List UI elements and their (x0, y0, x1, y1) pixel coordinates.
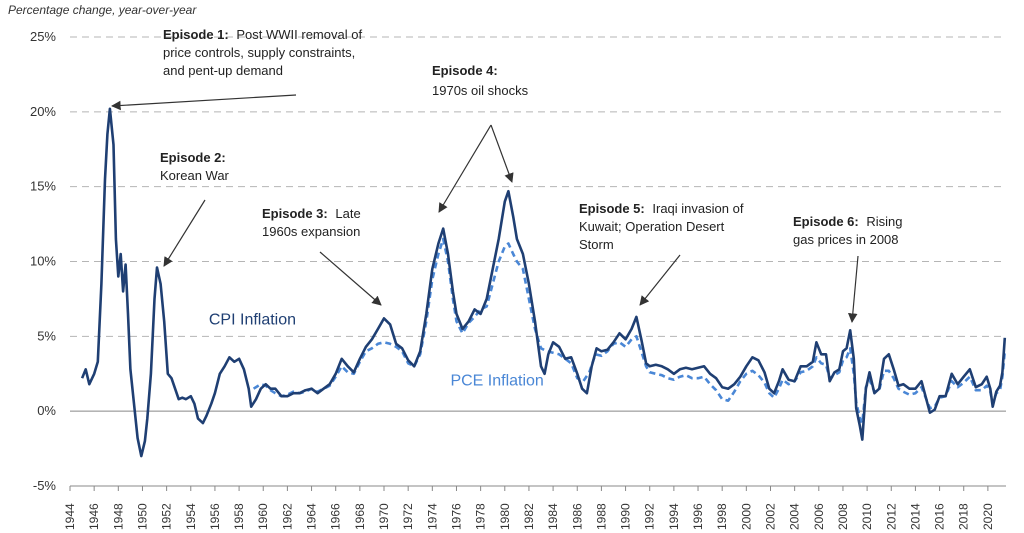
y-tick-label: 25% (30, 29, 56, 44)
y-tick-labels: -5% 0% 5% 10% 15% 20% 25% (30, 29, 56, 493)
x-tick-label: 1956 (208, 503, 222, 530)
x-tick-label: 1944 (63, 503, 77, 530)
annotation-arrows (111, 94, 859, 323)
x-tick-label: 2010 (860, 503, 874, 530)
y-tick-label: 15% (30, 179, 56, 194)
cpi-inflation-line (80, 107, 1007, 458)
x-tick-label: 1964 (305, 503, 319, 530)
episode-6-arrow (848, 255, 859, 323)
x-tick-label: 1992 (643, 503, 657, 530)
x-tick-label: 1970 (377, 503, 391, 530)
episode-4-arrow-b (490, 124, 514, 183)
x-tick-label: 2002 (763, 503, 777, 530)
episode-2-line-1: Korean War (160, 168, 230, 183)
episode-5-line-1: Iraqi invasion of (652, 201, 743, 216)
episode-2-annotation: Episode 2: Korean War (160, 150, 230, 183)
episode-6-line-1: Rising (866, 214, 902, 229)
episode-5-line-3: Storm (579, 237, 614, 252)
episode-5-annotation: Episode 5: Iraqi invasion of Kuwait; Ope… (579, 201, 747, 252)
y-tick-label: 0% (37, 403, 56, 418)
x-tick-label: 1986 (570, 503, 584, 530)
x-tick-label: 1994 (667, 503, 681, 530)
x-axis: 1944 1946 1948 1950 1952 1954 1956 1958 1960 1962… (63, 410, 1006, 530)
y-tick-label: 5% (37, 328, 56, 343)
x-tick-label: 2016 (933, 503, 947, 530)
pce-inflation-label: PCE Inflation (450, 373, 543, 390)
episode-2-title: Episode 2: (160, 150, 226, 165)
x-tick-label: 2012 (884, 503, 898, 530)
x-tick-label: 1966 (329, 503, 343, 530)
episode-3-arrow (319, 251, 382, 306)
episode-5-title: Episode 5: (579, 201, 645, 216)
episode-4-title: Episode 4: (432, 63, 498, 78)
x-tick-label: 1946 (87, 503, 101, 530)
episode-4-annotation: Episode 4: 1970s oil shocks (432, 63, 529, 98)
gridlines (70, 36, 1006, 487)
episode-6-annotation: Episode 6: Rising gas prices in 2008 (793, 214, 906, 247)
x-tick-label: 1972 (401, 503, 415, 530)
episode-1-title: Episode 1: (163, 27, 229, 42)
x-tick-label: 1954 (184, 503, 198, 530)
x-tick-label: 1978 (474, 503, 488, 530)
series-lines (80, 107, 1007, 458)
x-tick-label: 1948 (111, 503, 125, 530)
x-tick-label: 1990 (619, 503, 633, 530)
x-tick-label: 1974 (425, 503, 439, 530)
series-labels: CPI Inflation PCE Inflation (209, 311, 544, 389)
episode-1-line-3: and pent-up demand (163, 63, 283, 78)
x-tick-label: 2008 (836, 503, 850, 530)
episode-5-line-2: Kuwait; Operation Desert (579, 219, 725, 234)
x-tick-label: 2018 (957, 503, 971, 530)
x-tick-label: 1980 (498, 503, 512, 530)
x-tick-label: 1982 (522, 503, 536, 530)
x-tick-label: 1998 (715, 503, 729, 530)
episode-3-annotation: Episode 3: Late 1960s expansion (262, 206, 364, 239)
episode-1-line-1: Post WWII removal of (236, 27, 362, 42)
episode-4-arrow-a (438, 124, 492, 213)
x-tick-label: 1950 (135, 503, 149, 530)
x-tick-label: 1960 (256, 503, 270, 530)
y-tick-label: 10% (30, 254, 56, 269)
x-tick-label: 1996 (691, 503, 705, 530)
episode-2-arrow (163, 199, 206, 267)
x-tick-label: 1968 (353, 503, 367, 530)
x-tick-label: 2004 (788, 503, 802, 530)
x-tick-label: 1984 (546, 503, 560, 530)
episode-3-line-1: Late (335, 206, 360, 221)
x-tick-label: 2006 (812, 503, 826, 530)
episode-6-title: Episode 6: (793, 214, 859, 229)
x-tick-label: 2014 (908, 503, 922, 530)
cpi-inflation-label: CPI Inflation (209, 311, 296, 328)
x-tick-label: 1976 (449, 503, 463, 530)
episode-1-annotation: Episode 1: Post WWII removal of price co… (163, 27, 366, 78)
episode-4-line-1: 1970s oil shocks (432, 83, 529, 98)
episode-3-line-2: 1960s expansion (262, 224, 360, 239)
y-axis-label: Percentage change, year-over-year (8, 3, 197, 17)
x-tick-label: 1952 (160, 503, 174, 530)
episode-1-line-2: price controls, supply constraints, (163, 45, 355, 60)
episode-6-line-2: gas prices in 2008 (793, 232, 899, 247)
y-tick-label: 20% (30, 104, 56, 119)
episode-1-arrow (111, 94, 297, 111)
x-tick-label: 1962 (280, 503, 294, 530)
episode-5-arrow (639, 254, 681, 306)
x-tick-label: 2000 (739, 503, 753, 530)
x-tick-label: 1958 (232, 503, 246, 530)
x-tick-label: 2020 (981, 503, 995, 530)
y-tick-label: -5% (33, 478, 57, 493)
x-tick-label: 1988 (594, 503, 608, 530)
episode-3-title: Episode 3: (262, 206, 328, 221)
